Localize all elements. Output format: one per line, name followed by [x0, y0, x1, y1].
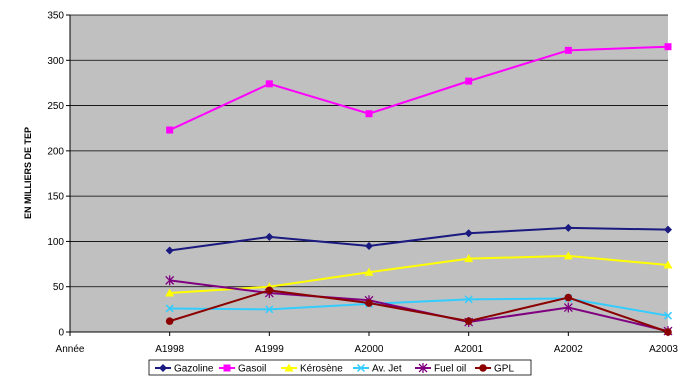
legend-label: GPL — [494, 364, 514, 375]
y-tick-label: 50 — [53, 282, 65, 293]
data-point — [365, 299, 373, 307]
legend-entry: Fuel oil — [415, 363, 466, 375]
data-point — [664, 43, 672, 51]
series-line — [169, 45, 669, 131]
y-axis-title: EN MILLIERS DE TEP — [23, 127, 33, 219]
y-tick-label: 100 — [47, 237, 64, 248]
gridlines — [70, 14, 668, 333]
series-GPL — [165, 286, 672, 336]
data-point — [365, 241, 373, 250]
axes: 0 50 100 150 200 250 300 350 Année A1998 A1999 A200… — [47, 11, 678, 356]
series-line — [169, 289, 669, 333]
y-tick-label: 250 — [47, 101, 64, 112]
y-tick-label: 300 — [47, 56, 64, 67]
legend-entry: GPL — [475, 364, 514, 375]
x-tick-label: A2000 — [355, 344, 384, 355]
data-point — [165, 246, 174, 255]
data-point — [664, 328, 672, 336]
plot-area — [70, 15, 668, 332]
series-lines — [165, 43, 673, 337]
legend-entry: Av. Jet — [353, 364, 402, 375]
series-Gasoil — [166, 43, 672, 134]
data-point — [464, 229, 473, 238]
data-point — [159, 364, 167, 372]
legend-entry: Gazoline — [155, 364, 214, 375]
data-point — [664, 225, 672, 234]
y-tick-label: 0 — [58, 328, 64, 339]
data-point — [356, 363, 366, 373]
series-Gazoline — [165, 223, 672, 255]
data-point — [165, 304, 174, 313]
data-point — [663, 260, 673, 269]
x-tick-label: A1999 — [255, 344, 284, 355]
data-point — [165, 288, 175, 297]
legend-entry: Kérosène — [281, 363, 343, 375]
data-point — [165, 275, 175, 286]
data-point — [564, 293, 573, 302]
series-line — [169, 254, 669, 295]
data-point — [265, 80, 273, 88]
x-tick-label: A1998 — [155, 344, 184, 355]
legend-label: Gasoil — [238, 364, 266, 375]
series-line — [169, 226, 669, 252]
x-tick-label: A2001 — [454, 344, 483, 355]
data-point — [365, 110, 373, 118]
data-point — [464, 295, 473, 304]
legend-label: Av. Jet — [372, 364, 402, 375]
data-point — [464, 317, 473, 325]
data-point — [265, 305, 274, 314]
data-point — [165, 317, 174, 325]
data-point — [284, 363, 294, 372]
legend-label: Kérosène — [300, 364, 343, 375]
data-point — [418, 363, 428, 373]
x-tick-label: A2002 — [554, 344, 583, 355]
legend: Gazoline Gasoil Kérosène Av. Jet Fuel oil GPL — [148, 359, 532, 376]
legend-label: Gazoline — [174, 364, 214, 375]
data-point — [479, 364, 487, 372]
data-point — [265, 232, 274, 241]
data-point — [166, 126, 174, 134]
series-line — [169, 297, 669, 317]
data-point — [265, 286, 274, 295]
data-point — [663, 311, 673, 320]
data-point — [564, 223, 573, 232]
data-point — [464, 254, 474, 263]
data-point — [563, 302, 573, 313]
data-point — [364, 267, 374, 276]
legend-entry: Gasoil — [219, 364, 266, 375]
data-point — [223, 364, 231, 372]
y-tick-label: 350 — [47, 11, 64, 22]
y-tick-label: 200 — [47, 146, 64, 157]
x-tick-label: A2003 — [649, 344, 678, 355]
data-point — [465, 77, 473, 85]
legend-label: Fuel oil — [434, 364, 466, 375]
data-point — [564, 46, 572, 54]
y-tick-label: 150 — [47, 192, 64, 203]
x-tick-label: Année — [56, 344, 85, 355]
legend-box — [148, 359, 532, 376]
data-point — [563, 251, 573, 260]
